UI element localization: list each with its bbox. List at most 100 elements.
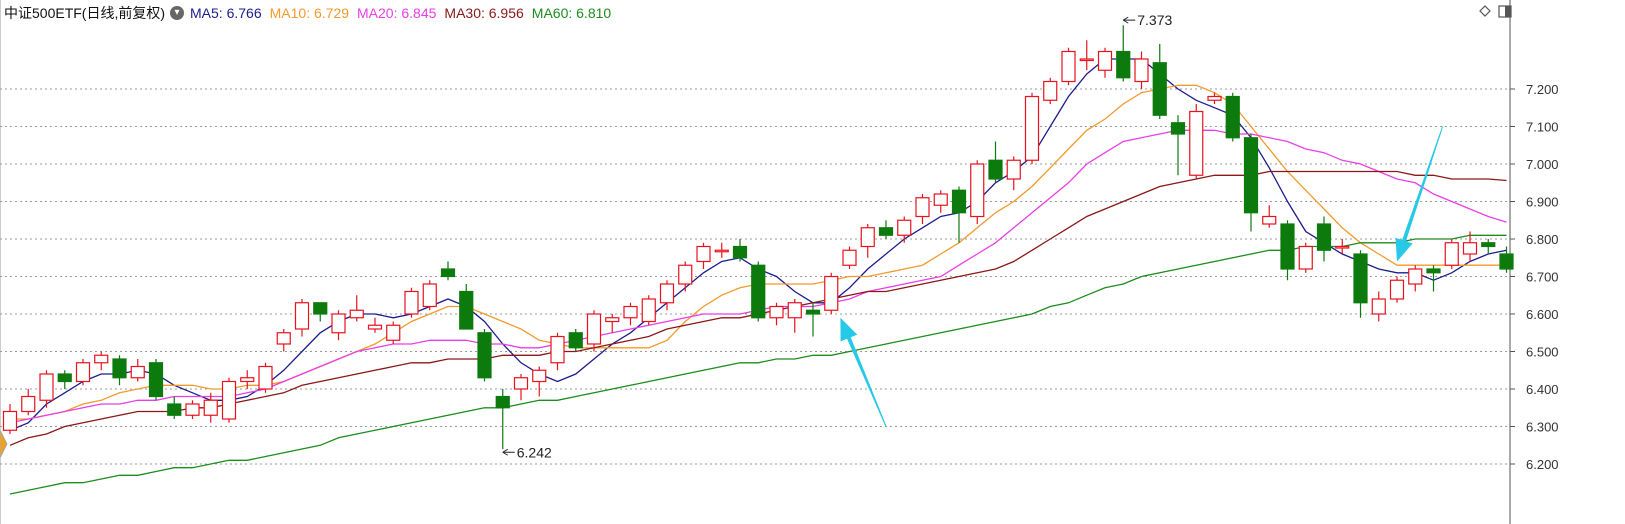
candle [294, 299, 310, 337]
candle [1116, 25, 1131, 82]
candle-body [1097, 50, 1113, 71]
candle-body [1024, 95, 1040, 161]
candle-body [714, 249, 729, 253]
candle [1170, 115, 1186, 176]
candle-body [1061, 50, 1076, 83]
candle [386, 321, 401, 344]
candle [75, 359, 91, 386]
candle [1371, 291, 1386, 322]
candle-body [897, 219, 912, 236]
y-tick-label: 6.400 [1526, 382, 1559, 397]
candle [422, 280, 437, 311]
candle [39, 370, 54, 408]
highlight-arrow [840, 317, 887, 427]
candle [221, 377, 237, 423]
candle [1024, 92, 1040, 164]
diamond-icon[interactable] [1478, 4, 1492, 18]
candle-body [805, 309, 821, 315]
candle-body [294, 302, 310, 330]
candle [550, 332, 565, 371]
y-tick-label: 6.300 [1526, 420, 1559, 435]
candle [1481, 239, 1496, 254]
panel-toggle-icon[interactable] [1498, 4, 1512, 18]
series-line-ma60 [9, 234, 1507, 495]
candle [1280, 220, 1295, 281]
candle [678, 261, 693, 292]
candle [641, 295, 656, 326]
candle [258, 362, 273, 393]
candle-body [167, 403, 182, 416]
candle-body [568, 332, 583, 349]
candle [970, 160, 985, 224]
candle [21, 389, 36, 416]
candle-body [148, 362, 164, 398]
candle-body [440, 268, 456, 278]
candle-body [751, 264, 766, 319]
candle [1335, 239, 1350, 254]
candle [568, 329, 583, 352]
candle-body [185, 403, 200, 416]
candle [1316, 216, 1332, 262]
candle-body [203, 399, 218, 416]
candle [440, 261, 456, 281]
candle-body [842, 249, 857, 266]
candle [1152, 44, 1167, 119]
candle-body [1280, 223, 1295, 270]
candle [1097, 47, 1113, 78]
candle-body [1371, 298, 1386, 315]
scroll-marker-icon[interactable] [0, 429, 8, 459]
candle-body [1408, 268, 1423, 285]
annotation-label: 6.242 [517, 444, 552, 460]
legend-ma5: MA5: 6.766 [190, 5, 262, 21]
candle [732, 239, 748, 262]
candle [787, 299, 802, 333]
candle-body [550, 335, 565, 364]
candle-body [459, 290, 474, 330]
candle [1426, 265, 1441, 292]
candle [842, 246, 857, 269]
candle [1262, 205, 1277, 228]
chart-title: 中证500ETF(日线,前复权) [4, 5, 166, 21]
candle-body [1152, 62, 1167, 116]
candle-body [586, 313, 602, 345]
candle-body [1006, 159, 1021, 180]
candle [1043, 77, 1058, 104]
candle-body [769, 305, 784, 319]
candle-body [915, 197, 930, 218]
candle-body [659, 283, 675, 304]
y-tick-label: 6.700 [1526, 270, 1559, 285]
candle-body [951, 189, 967, 214]
candle-body [94, 354, 109, 364]
candle [367, 317, 383, 333]
candle-body [386, 324, 401, 341]
candle-body [623, 305, 638, 319]
chevron-down-circle-icon[interactable]: ▾ [170, 6, 185, 20]
candle [586, 310, 602, 352]
candle [1298, 242, 1313, 273]
candle [112, 355, 127, 386]
candle [659, 280, 675, 311]
candle [349, 295, 364, 322]
annotation-arrowhead [502, 448, 509, 456]
candle [860, 224, 875, 258]
legend-ma60: MA60: 6.810 [531, 5, 612, 21]
legend-ma30: MA30: 6.956 [444, 5, 524, 21]
candle [495, 389, 510, 449]
y-tick-label: 6.800 [1526, 232, 1559, 247]
candle-body [495, 395, 510, 409]
annotation-arrowhead [1122, 16, 1129, 24]
candle-body [696, 245, 711, 263]
candle [203, 392, 218, 423]
candle [1079, 40, 1094, 71]
candle-body [1298, 245, 1313, 270]
y-tick-label: 6.900 [1526, 195, 1559, 210]
candle-body [824, 275, 839, 311]
candle-body [970, 163, 985, 218]
candle-body [57, 373, 72, 383]
candle-body [240, 377, 255, 383]
candle [1006, 156, 1021, 191]
candle [331, 310, 346, 341]
candle [2, 404, 18, 434]
candle-body [404, 290, 419, 315]
